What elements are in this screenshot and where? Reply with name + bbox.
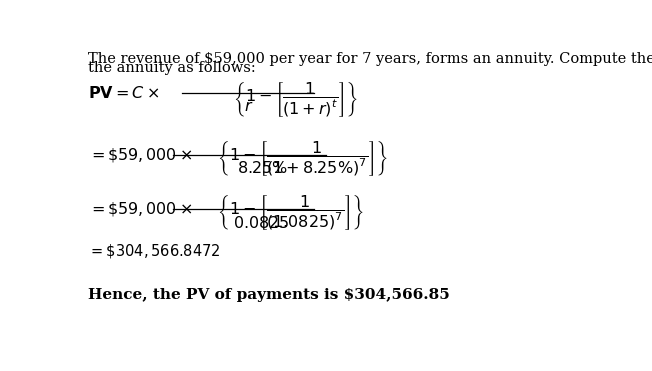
Text: $= \$304, 566.8472$: $= \$304, 566.8472$ — [88, 242, 220, 260]
Text: $0.0825$: $0.0825$ — [233, 215, 289, 232]
Text: $\left\{1-\left[\dfrac{1}{(1.0825)^{7}}\right]\right\}$: $\left\{1-\left[\dfrac{1}{(1.0825)^{7}}\… — [217, 194, 364, 233]
Text: Hence, the PV of payments is $304,566.85: Hence, the PV of payments is $304,566.85 — [88, 288, 449, 302]
Text: $\mathit{r}$: $\mathit{r}$ — [244, 98, 254, 115]
Text: the annuity as follows:: the annuity as follows: — [88, 62, 256, 75]
Text: The revenue of $59,000 per year for 7 years, forms an annuity. Compute the prese: The revenue of $59,000 per year for 7 ye… — [88, 52, 652, 66]
Text: $\mathbf{PV} = \mathit{C} \times$: $\mathbf{PV} = \mathit{C} \times$ — [88, 85, 159, 102]
Text: $= \$59,000 \times$: $= \$59,000 \times$ — [88, 200, 192, 218]
Text: $\left\{1-\left[\dfrac{1}{(1+r)^{t}}\right]\right\}$: $\left\{1-\left[\dfrac{1}{(1+r)^{t}}\rig… — [233, 80, 357, 118]
Text: $\left\{1-\left[\dfrac{1}{(1+8.25\%)^{7}}\right]\right\}$: $\left\{1-\left[\dfrac{1}{(1+8.25\%)^{7}… — [217, 139, 388, 178]
Text: $= \$59,000 \times$: $= \$59,000 \times$ — [88, 146, 192, 164]
Text: $8.25\%$: $8.25\%$ — [237, 160, 288, 177]
